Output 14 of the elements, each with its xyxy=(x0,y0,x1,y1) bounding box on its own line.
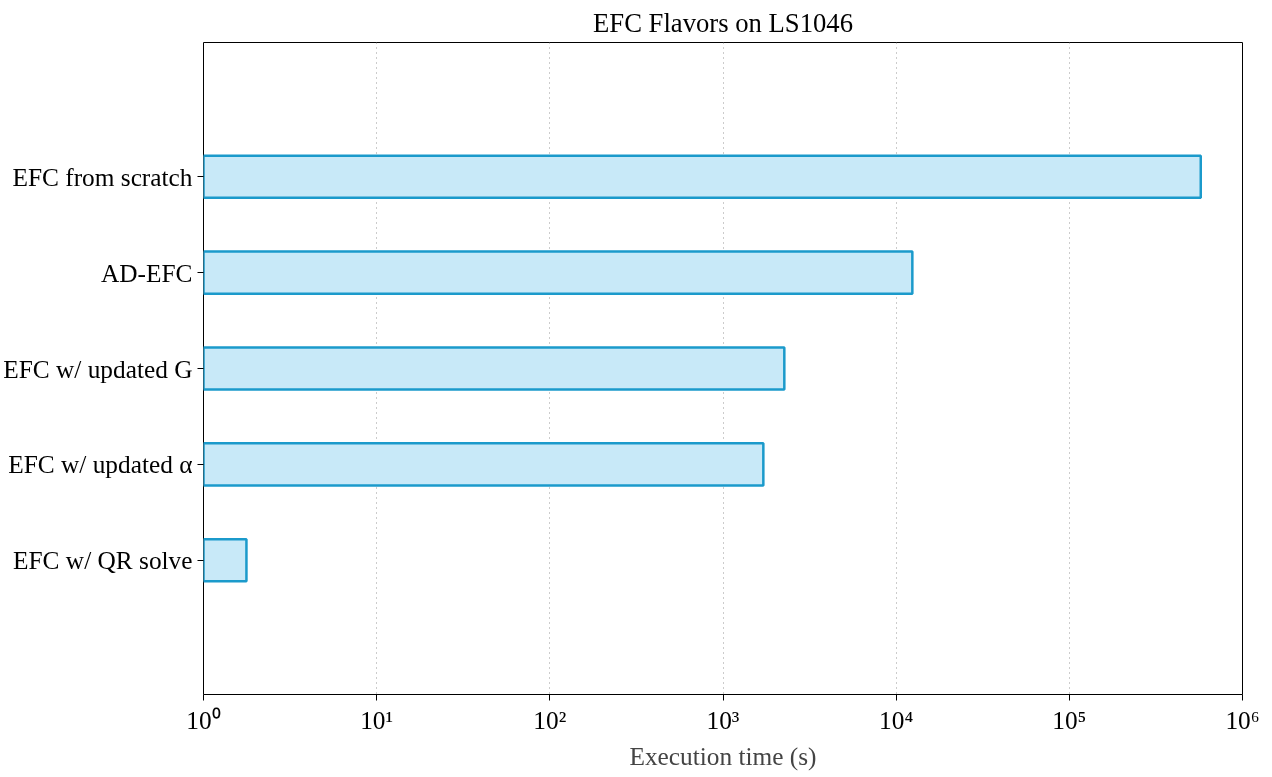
x-tick-label: 10⁵ xyxy=(1052,705,1087,734)
x-tick-label: 10⁰ xyxy=(186,705,221,734)
x-tick-label: 10¹ xyxy=(360,705,394,734)
x-axis-title: Execution time (s) xyxy=(629,741,817,771)
y-tick-label: EFC w/ updated G xyxy=(3,354,193,383)
x-tick-label: 10⁴ xyxy=(879,705,914,734)
x-tick-label: 10² xyxy=(533,705,567,734)
chart-title: EFC Flavors on LS1046 xyxy=(593,7,853,38)
y-tick-label: EFC from scratch xyxy=(12,162,193,191)
x-tick-label: 10⁶ xyxy=(1225,705,1260,734)
y-tick-label: EFC w/ updated α xyxy=(8,450,193,479)
x-tick-label: 10³ xyxy=(706,705,740,734)
y-tick-label: AD-EFC xyxy=(101,258,193,287)
y-tick-label: EFC w/ QR solve xyxy=(13,546,193,575)
